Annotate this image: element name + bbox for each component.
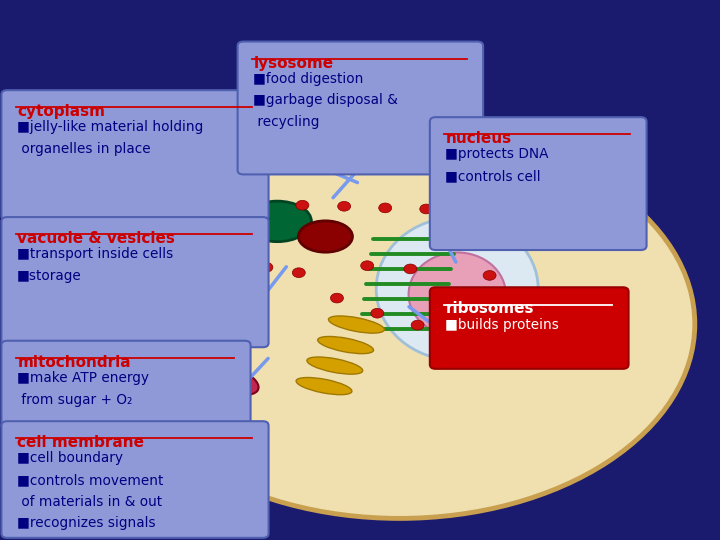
Circle shape: [444, 225, 456, 234]
FancyBboxPatch shape: [1, 217, 269, 347]
Text: of materials in & out: of materials in & out: [17, 495, 162, 509]
Circle shape: [296, 200, 309, 210]
Text: vacuole & vesicles: vacuole & vesicles: [17, 231, 175, 246]
Ellipse shape: [307, 357, 363, 374]
Ellipse shape: [328, 316, 384, 333]
Ellipse shape: [376, 217, 539, 361]
Text: ■food digestion: ■food digestion: [253, 72, 363, 86]
Text: ■jelly-like material holding: ■jelly-like material holding: [17, 120, 203, 134]
Ellipse shape: [104, 130, 695, 518]
Circle shape: [260, 262, 273, 272]
Text: from sugar + O₂: from sugar + O₂: [17, 393, 132, 407]
Ellipse shape: [408, 252, 505, 336]
Ellipse shape: [243, 201, 311, 242]
Circle shape: [371, 308, 384, 318]
Circle shape: [256, 198, 269, 207]
Text: ■controls cell: ■controls cell: [445, 169, 541, 183]
Circle shape: [483, 271, 496, 280]
FancyBboxPatch shape: [430, 117, 647, 250]
Text: mitochondria: mitochondria: [17, 355, 131, 370]
Ellipse shape: [318, 336, 374, 354]
Text: ■storage: ■storage: [17, 269, 81, 283]
Circle shape: [482, 234, 495, 244]
Text: cell membrane: cell membrane: [17, 435, 144, 450]
Circle shape: [220, 214, 233, 224]
Text: lysosome: lysosome: [253, 56, 333, 71]
Text: cytoplasm: cytoplasm: [17, 104, 105, 119]
Circle shape: [451, 333, 464, 342]
Circle shape: [420, 204, 433, 214]
Circle shape: [404, 264, 417, 274]
Text: recycling: recycling: [253, 115, 319, 129]
Text: ■make ATP energy: ■make ATP energy: [17, 371, 148, 385]
Circle shape: [292, 268, 305, 278]
Text: nucleus: nucleus: [446, 131, 512, 146]
Text: ■transport inside cells: ■transport inside cells: [17, 247, 173, 261]
Circle shape: [330, 293, 343, 303]
Circle shape: [238, 232, 251, 241]
Circle shape: [411, 320, 424, 330]
Bar: [0, 0, 720, 43]
Circle shape: [498, 292, 510, 302]
Ellipse shape: [296, 377, 352, 395]
Ellipse shape: [178, 327, 247, 359]
Circle shape: [338, 201, 351, 211]
Text: ■cell boundary: ■cell boundary: [17, 451, 122, 465]
Text: ribosomes: ribosomes: [446, 301, 534, 316]
FancyBboxPatch shape: [430, 287, 629, 369]
Text: ■garbage disposal &: ■garbage disposal &: [253, 93, 397, 107]
Ellipse shape: [299, 221, 353, 252]
Text: ■recognizes signals: ■recognizes signals: [17, 516, 156, 530]
Text: ■controls movement: ■controls movement: [17, 473, 163, 487]
FancyBboxPatch shape: [1, 90, 269, 220]
FancyBboxPatch shape: [1, 341, 251, 429]
Text: ■builds proteins: ■builds proteins: [445, 318, 559, 332]
FancyBboxPatch shape: [1, 421, 269, 538]
Text: organelles in place: organelles in place: [17, 142, 150, 156]
Ellipse shape: [210, 367, 258, 395]
FancyBboxPatch shape: [238, 42, 483, 174]
Text: ■protects DNA: ■protects DNA: [445, 147, 549, 161]
Circle shape: [361, 261, 374, 271]
Ellipse shape: [132, 356, 192, 384]
Circle shape: [379, 203, 392, 213]
